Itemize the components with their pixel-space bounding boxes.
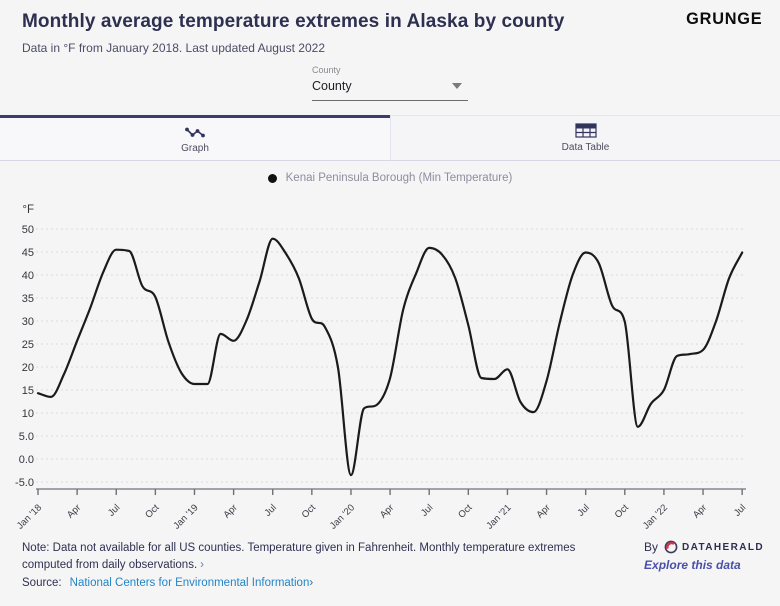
y-tick-label: 25	[22, 339, 34, 351]
footer-note: Note: Data not available for all US coun…	[22, 540, 622, 592]
y-tick-label: 0.0	[19, 454, 34, 466]
x-tick-label: Jul	[262, 502, 278, 518]
y-tick-label: -5.0	[15, 477, 34, 489]
line-chart-icon	[185, 124, 205, 139]
x-tick-label: Jul	[419, 502, 435, 518]
chart-legend: Kenai Peninsula Borough (Min Temperature…	[0, 172, 780, 184]
x-tick-label: Apr	[221, 502, 239, 520]
county-select-value: County	[312, 79, 352, 93]
dataherald-brand: DATAHERALD	[682, 541, 764, 553]
x-tick-label: Jul	[106, 502, 122, 518]
x-tick-label: Jan '20	[328, 502, 357, 531]
x-tick-label: Oct	[300, 502, 318, 520]
grunge-logo: GRUNGE	[685, 9, 762, 28]
line-chart: °F 50 45 40 35 30 25 20 15 10 5.0 0.0 -5.0 Jan '18 Apr…	[15, 204, 748, 532]
page-subtitle: Data in °F from January 2018. Last updat…	[22, 41, 325, 55]
legend-dot-icon	[267, 173, 277, 183]
y-tick-label: 50	[22, 224, 34, 236]
x-tick-label: Apr	[691, 502, 709, 520]
table-icon	[574, 123, 597, 138]
county-select-label: County	[312, 65, 341, 75]
x-tick-label: Oct	[613, 502, 631, 520]
y-tick-label: 30	[22, 316, 34, 328]
y-tick-label: 15	[22, 385, 34, 397]
y-tick-label: 5.0	[19, 431, 34, 443]
tab-data-table[interactable]: Data Table	[390, 115, 780, 161]
county-select[interactable]: County County	[312, 65, 468, 101]
page-title: Monthly average temperature extremes in …	[22, 11, 565, 32]
x-tick-label: Jan '21	[484, 502, 513, 531]
y-tick-label: 35	[22, 293, 34, 305]
x-tick-label: Jul	[575, 502, 591, 518]
footer-attribution: By DATAHERALD Explore this data	[644, 540, 764, 572]
legend-series-label: Kenai Peninsula Borough (Min Temperature…	[285, 172, 513, 184]
y-tick-label: 40	[22, 270, 34, 282]
x-tick-label: Oct	[143, 502, 161, 520]
x-tick-label: Apr	[65, 502, 83, 520]
y-axis-unit: °F	[22, 204, 34, 216]
series-line	[36, 237, 744, 477]
explore-data-link[interactable]: Explore this data	[644, 558, 741, 572]
y-tick-label: 10	[22, 408, 34, 420]
note-expand-chevron[interactable]: ›	[200, 559, 204, 571]
tab-graph[interactable]: Graph	[0, 115, 390, 161]
dataherald-logo-link[interactable]: DATAHERALD	[664, 540, 764, 554]
y-tick-label: 20	[22, 362, 34, 374]
x-tick-label: Oct	[456, 502, 474, 520]
x-tick-label: Jan '22	[641, 502, 670, 531]
source-link-chevron[interactable]: ›	[309, 577, 314, 589]
x-tick-label: Jan '18	[15, 502, 44, 531]
y-tick-label: 45	[22, 247, 34, 259]
note-line-1: Note: Data not available for all US coun…	[22, 542, 576, 554]
chevron-down-icon	[452, 83, 462, 89]
tab-data-table-label: Data Table	[561, 142, 610, 153]
source-label: Source:	[22, 577, 62, 589]
x-tick-label: Apr	[534, 502, 552, 520]
dataherald-icon	[664, 540, 678, 554]
by-label: By	[644, 540, 659, 554]
source-link[interactable]: National Centers for Environmental Infor…	[69, 577, 310, 589]
tab-bar: Graph Data Table	[0, 115, 780, 161]
x-tick-label: Jul	[732, 502, 748, 518]
x-tick-label: Apr	[378, 502, 396, 520]
x-tick-label: Jan '19	[171, 502, 200, 531]
tab-graph-label: Graph	[181, 143, 209, 154]
source-row: Source: National Centers for Environmenta…	[22, 575, 622, 592]
note-line-2: computed from daily observations. ›	[22, 559, 204, 571]
